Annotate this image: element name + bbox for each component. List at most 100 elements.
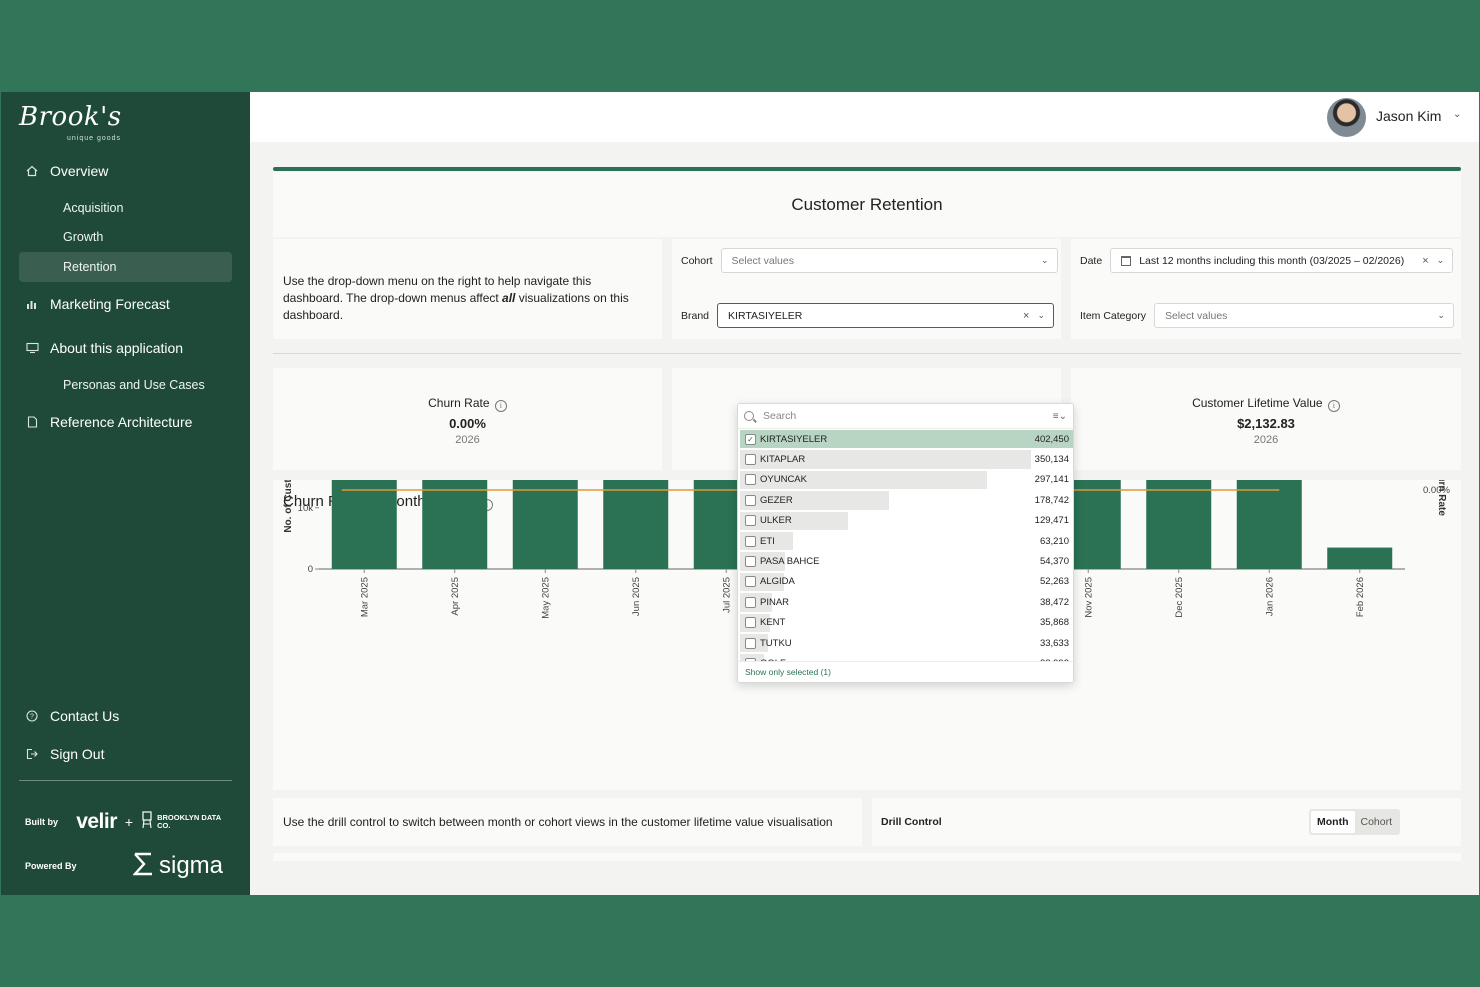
- checkbox[interactable]: [745, 576, 756, 588]
- x-tick-label: Dec 2025: [1174, 577, 1185, 618]
- x-tick-label: Jan 2026: [1264, 577, 1275, 616]
- nav-acquisition[interactable]: Acquisition: [63, 201, 124, 215]
- next-card-edge: [273, 853, 1461, 861]
- option-label: KITAPLAR: [760, 454, 806, 466]
- option-label: ULKER: [760, 515, 792, 527]
- filter-card-right: Date Last 12 months including this month…: [1071, 239, 1461, 339]
- option-count: 297,141: [1034, 474, 1069, 486]
- brand-option[interactable]: PASA BAHCE 54,370: [738, 551, 1073, 571]
- brand-select[interactable]: KIRTASIYELER × ⌄: [717, 303, 1055, 328]
- date-select[interactable]: Last 12 months including this month (03/…: [1110, 248, 1454, 273]
- kpi-churn-rate: Churn Rate i 0.00% 2026: [273, 368, 662, 470]
- option-count: 129,471: [1034, 515, 1069, 527]
- checkbox[interactable]: [745, 474, 756, 486]
- brand-option[interactable]: ETI 63,210: [738, 531, 1073, 551]
- drill-option-cohort[interactable]: Cohort: [1360, 816, 1393, 828]
- sigma-logo: sigma: [159, 852, 224, 879]
- bar: [603, 480, 669, 569]
- brooks-logo[interactable]: Brook's unique goods: [19, 102, 139, 142]
- checkbox[interactable]: [745, 637, 756, 649]
- option-count: 54,370: [1039, 556, 1069, 568]
- item-category-select[interactable]: Select values ⌄: [1153, 303, 1454, 328]
- nav-overview[interactable]: Overview: [1, 156, 250, 186]
- clear-icon[interactable]: ×: [1023, 309, 1030, 322]
- checkbox[interactable]: [745, 454, 756, 466]
- sort-icon[interactable]: ≡⌄: [1052, 410, 1067, 422]
- nav-sign-out[interactable]: Sign Out: [1, 739, 250, 769]
- nav-label: Reference Architecture: [50, 414, 193, 430]
- nav-personas[interactable]: Personas and Use Cases: [63, 378, 205, 392]
- brand-option[interactable]: OYUNCAK 297,141: [738, 470, 1073, 490]
- nav-reference-architecture[interactable]: Reference Architecture: [1, 407, 250, 437]
- kpi-label-text: Churn Rate: [428, 396, 490, 410]
- brand-label: Brand: [681, 309, 710, 322]
- cohort-placeholder: Select values: [731, 254, 794, 267]
- avatar[interactable]: [1327, 98, 1366, 137]
- user-name[interactable]: Jason Kim: [1376, 108, 1442, 124]
- drill-control-label: Drill Control: [881, 816, 942, 828]
- option-label: OYUNCAK: [760, 474, 807, 486]
- brand-option[interactable]: GOLF28,992: [738, 653, 1073, 663]
- info-icon[interactable]: i: [1327, 400, 1340, 412]
- brand-option[interactable]: ALGIDA 52,263: [738, 572, 1073, 592]
- home-icon: [25, 164, 39, 178]
- kpi-value: 0.00%: [449, 416, 486, 431]
- info-icon[interactable]: i: [494, 400, 507, 412]
- nav-retention[interactable]: Retention: [19, 252, 232, 282]
- option-frequency-bar: [740, 450, 1032, 469]
- date-filter: Date Last 12 months including this month…: [1080, 248, 1454, 273]
- checkbox[interactable]: [745, 596, 756, 608]
- checkbox[interactable]: [745, 556, 756, 568]
- option-count: 35,868: [1039, 617, 1069, 629]
- nav-contact-us[interactable]: ? Contact Us: [1, 701, 250, 731]
- nav-growth[interactable]: Growth: [63, 230, 104, 244]
- chevron-down-icon[interactable]: ⌄: [1453, 109, 1462, 120]
- brooklyn-data-logo: BROOKLYN DATA CO.: [157, 813, 221, 830]
- monitor-icon: [25, 341, 39, 355]
- cohort-select[interactable]: Select values ⌄: [720, 248, 1058, 273]
- checkbox[interactable]: [745, 494, 756, 506]
- search-input[interactable]: [763, 410, 1053, 422]
- show-only-selected-link[interactable]: Show only selected (1): [738, 661, 1073, 682]
- intro-text-emphasis: all: [502, 291, 516, 305]
- option-label: KENT: [760, 617, 786, 629]
- x-tick-label: Jul 2025: [721, 577, 732, 613]
- brand-option[interactable]: PINAR 38,472: [738, 592, 1073, 612]
- calendar-icon: [1121, 255, 1132, 266]
- brand-options-list: ✓ KIRTASIYELER 402,450 KITAPLAR 350,134 OYUNC…: [738, 429, 1073, 663]
- brand-filter: Brand KIRTASIYELER × ⌄: [681, 303, 1055, 328]
- brand-option[interactable]: TUTKU 33,633: [738, 633, 1073, 653]
- checkbox[interactable]: ✓: [745, 433, 756, 445]
- option-label: ALGIDA: [760, 576, 795, 588]
- plus-sign: +: [124, 814, 134, 830]
- brand-option[interactable]: ✓ KIRTASIYELER 402,450: [738, 429, 1073, 449]
- checkbox[interactable]: [745, 515, 756, 527]
- brand-option[interactable]: KITAPLAR 350,134: [738, 449, 1073, 469]
- bar: [422, 480, 488, 569]
- top-bar: Jason Kim ⌄: [250, 92, 1479, 142]
- cohort-filter: Cohort Select values ⌄: [681, 248, 1058, 273]
- built-by: Built by velir + BROOKLYN DATA CO.: [25, 807, 235, 837]
- x-tick-label: Feb 2026: [1355, 577, 1366, 617]
- y-tick-label: 0: [308, 564, 313, 575]
- option-label: ETI: [760, 535, 775, 547]
- clear-icon[interactable]: ×: [1422, 254, 1429, 267]
- brand-option[interactable]: GEZER 178,742: [738, 490, 1073, 510]
- drill-option-month[interactable]: Month: [1311, 811, 1355, 833]
- option-label: KIRTASIYELER: [760, 433, 828, 445]
- option-count: 52,263: [1039, 576, 1069, 588]
- nav-marketing-forecast[interactable]: Marketing Forecast: [1, 289, 250, 319]
- checkbox[interactable]: [745, 657, 756, 663]
- brand-option[interactable]: KENT 35,868: [738, 613, 1073, 633]
- checkbox[interactable]: [745, 617, 756, 629]
- page-title: Customer Retention: [273, 172, 1461, 237]
- nav-about[interactable]: About this application: [1, 333, 250, 363]
- brand-option[interactable]: ULKER 129,471: [738, 511, 1073, 531]
- checkbox[interactable]: [745, 535, 756, 547]
- bar: [512, 480, 578, 569]
- option-label: TUTKU: [760, 637, 792, 649]
- search-icon: [744, 411, 754, 421]
- chevron-down-icon: ⌄: [1437, 310, 1445, 320]
- x-tick-label: Nov 2025: [1083, 577, 1094, 618]
- option-count: 178,742: [1034, 494, 1069, 506]
